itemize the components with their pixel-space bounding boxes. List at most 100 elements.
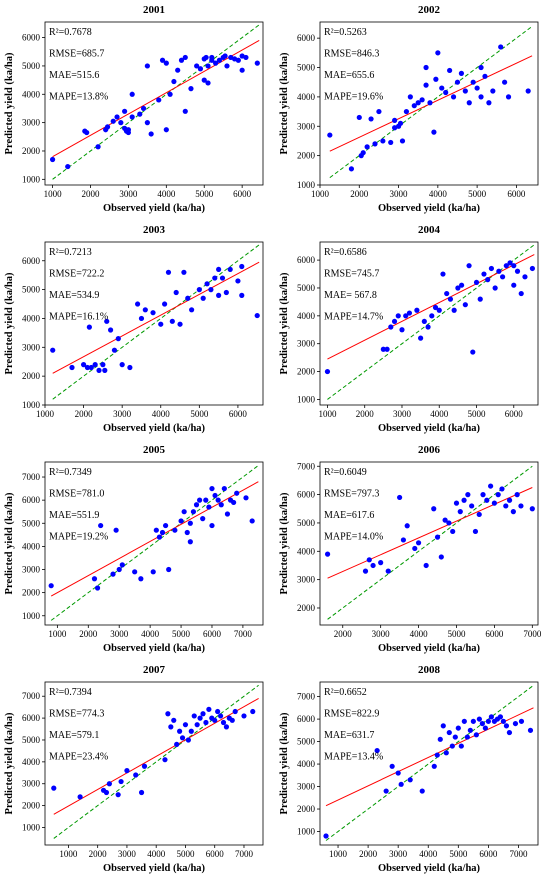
data-point [104,318,110,324]
fit-line [50,481,259,597]
data-point [497,714,504,720]
data-point [116,566,122,573]
data-point [178,57,185,63]
x-tick-label: 5000 [190,409,209,419]
data-point [163,60,169,66]
data-point [193,502,200,508]
data-point [98,522,104,529]
stat-label: RMSE=722.2 [49,269,104,280]
data-point [511,282,517,288]
data-point [197,715,203,721]
scatter-panel-2006: 2006 2000 3000 4000 5000 6000 7000 2000 3000 4000… [275,440,550,660]
y-axis-label: Predicted yield (ka/ha) [279,492,290,594]
x-tick-label: 2000 [75,409,94,419]
data-point [400,537,407,543]
y-tick-label: 4000 [297,92,316,102]
x-axis-label: Observed yield (ka/ha) [378,203,481,214]
chart-title: 2008 [418,664,441,676]
data-point [209,485,215,492]
data-point [385,568,391,574]
data-point [474,85,480,91]
y-tick-label: 5000 [297,63,316,73]
y-tick-label: 3000 [22,779,41,789]
data-point [243,495,249,501]
data-point [227,266,233,273]
data-point [446,520,452,526]
x-tick-label: 4000 [410,629,429,639]
y-tick-label: 1000 [22,822,41,832]
data-point [462,302,468,308]
x-tick-label: 1000 [36,409,55,419]
data-point [177,728,183,734]
plot-frame [319,241,539,406]
y-tick-label: 3000 [22,565,41,575]
data-point [323,833,329,839]
data-point [449,743,455,749]
y-tick-label: 3000 [22,118,41,128]
y-tick-label: 1000 [22,611,41,621]
data-point [200,711,206,717]
data-point [187,520,193,526]
data-point [368,116,374,122]
fit-line [52,261,260,374]
data-point [467,727,473,733]
data-point [122,108,128,114]
data-point [141,763,148,769]
plot-frame [44,461,264,626]
data-point [440,723,446,729]
y-tick-label: 7000 [22,691,41,701]
x-tick-label: 1000 [44,189,63,199]
data-point [206,706,212,712]
y-tick-label: 5000 [297,518,316,528]
data-point [437,736,443,742]
data-point [163,127,169,133]
stat-label: RMSE=846.3 [324,49,379,60]
data-point [527,727,534,733]
data-point [177,321,183,327]
scatter-plot-2003: 2003 1000 2000 3000 4000 5000 6000 1000 2000 3000… [4,224,264,434]
data-point [457,509,463,515]
data-point [223,289,229,296]
stat-label: RMSE=774.3 [49,709,104,720]
data-point [447,67,453,74]
stat-label: RMSE=745.7 [324,269,379,280]
stat-label: MAE=631.7 [324,730,374,741]
stat-label: MAPE=23.4% [49,752,108,763]
data-point [503,503,509,509]
stat-label: MAE=617.6 [324,510,374,521]
data-point [518,290,524,297]
data-point [438,554,444,560]
data-point [212,492,218,499]
data-point [215,708,221,715]
stat-label: MAE=551.9 [49,510,99,521]
x-axis-label: Observed yield (ka/ha) [378,863,481,874]
y-tick-label: 2000 [22,588,41,598]
x-tick-label: 3000 [119,189,138,199]
data-point [200,295,206,301]
scatter-panel-2005: 2005 1000 2000 3000 4000 5000 6000 7000 1000 2000… [0,440,275,660]
data-point [188,86,194,92]
data-point [205,63,211,69]
y-tick-label: 1000 [297,827,316,837]
data-point [113,527,119,533]
data-point [406,310,413,316]
data-point [466,100,472,106]
data-point [482,73,488,79]
data-point [187,539,193,545]
data-point [443,89,449,96]
data-point [209,54,215,61]
y-tick-label: 5000 [22,61,41,71]
data-point [392,117,398,123]
data-point [442,517,448,523]
y-tick-label: 7000 [297,461,316,471]
y-tick-label: 3000 [297,782,316,792]
data-point [239,292,245,298]
data-point [197,497,203,503]
data-point [171,78,177,85]
data-point [384,346,390,352]
x-tick-label: 6000 [505,409,524,419]
data-point [327,132,333,138]
data-point [421,318,427,325]
data-point [462,88,468,94]
